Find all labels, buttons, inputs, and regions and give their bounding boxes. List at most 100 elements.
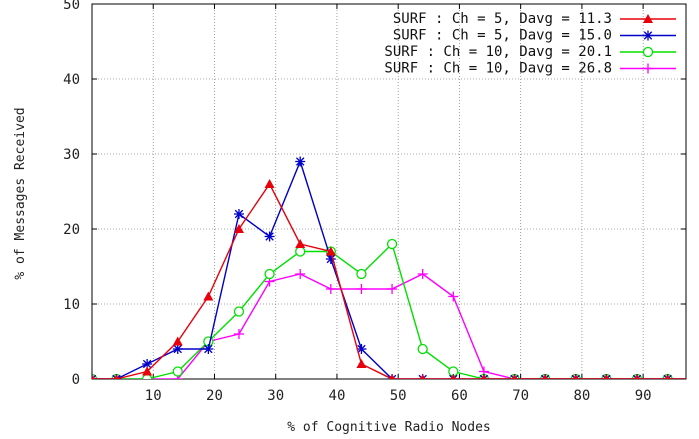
data-point-triangle — [693, 374, 699, 383]
data-point-triangle — [113, 374, 120, 379]
y-tick-label: 20 — [63, 222, 80, 238]
y-axis-label: % of Messages Received — [13, 107, 28, 279]
asterisk-stroke — [574, 374, 580, 379]
asterisk-stroke — [326, 254, 336, 264]
asterisk-stroke — [265, 232, 274, 241]
data-point-triangle — [389, 374, 395, 379]
data-point-circle — [386, 238, 398, 250]
data-point-triangle — [233, 224, 244, 233]
asterisk-stroke — [418, 374, 424, 379]
x-tick-label: 80 — [573, 388, 590, 404]
asterisk-stroke — [694, 375, 699, 383]
asterisk-stroke — [112, 374, 118, 379]
data-point-triangle — [542, 374, 548, 379]
data-point-triangle — [572, 374, 579, 379]
data-point-triangle — [603, 374, 610, 379]
legend-label: SURF : Ch = 5, Davg = 11.3 — [393, 11, 612, 27]
asterisk-stroke — [666, 374, 672, 379]
data-point-triangle — [664, 374, 671, 379]
asterisk-stroke — [92, 374, 97, 379]
legend-item-4: SURF : Ch = 10, Davg = 26.8 — [384, 61, 676, 77]
asterisk-stroke — [391, 374, 397, 379]
legend-item-1: SURF : Ch = 5, Davg = 11.3 — [393, 11, 676, 27]
data-point-triangle — [172, 336, 183, 346]
data-point-circle — [694, 375, 699, 384]
asterisk-stroke — [479, 374, 485, 379]
data-point-asterisk — [264, 231, 275, 242]
asterisk-stroke — [115, 374, 121, 379]
data-point-asterisk — [172, 344, 183, 354]
asterisk-stroke — [510, 374, 516, 379]
data-point-circle — [233, 306, 245, 317]
data-point-circle — [141, 373, 153, 379]
data-point-triangle — [634, 374, 640, 379]
asterisk-stroke — [694, 375, 699, 383]
asterisk-stroke — [513, 374, 519, 379]
data-point-plus — [417, 269, 428, 279]
data-point-plus — [448, 291, 459, 302]
y-tick-label: 0 — [72, 372, 80, 388]
x-tick-label: 50 — [390, 388, 407, 404]
y-tick-label: 30 — [63, 147, 80, 163]
data-point-plus — [356, 284, 367, 294]
data-point-plus — [387, 284, 398, 294]
data-point-asterisk — [295, 156, 306, 167]
asterisk-stroke — [643, 31, 653, 40]
asterisk-stroke — [482, 374, 489, 379]
x-tick-label: 90 — [635, 388, 652, 404]
legend-label: SURF : Ch = 10, Davg = 20.1 — [384, 44, 612, 60]
asterisk-stroke — [540, 374, 547, 379]
data-point-asterisk — [92, 374, 97, 379]
asterisk-stroke — [452, 374, 458, 379]
data-point-plus — [643, 63, 653, 74]
x-tick-label: 60 — [451, 388, 468, 404]
series-line — [92, 273, 686, 379]
data-point-circle — [172, 366, 183, 377]
asterisk-stroke — [636, 374, 642, 379]
y-tick-label: 10 — [63, 297, 80, 313]
legend-item-2: SURF : Ch = 5, Davg = 15.0 — [393, 28, 676, 44]
data-point-circle — [295, 246, 306, 257]
data-point-asterisk — [643, 30, 653, 41]
x-tick-label: 40 — [329, 388, 346, 404]
asterisk-stroke — [204, 344, 213, 354]
series-group — [92, 156, 699, 384]
series-line — [92, 182, 686, 379]
asterisk-stroke — [663, 374, 669, 379]
x-tick-label: 10 — [145, 388, 162, 404]
asterisk-stroke — [605, 374, 611, 379]
data-point-circle — [264, 268, 275, 280]
legend-label: SURF : Ch = 10, Davg = 26.8 — [384, 61, 612, 77]
asterisk-stroke — [571, 374, 577, 379]
data-point-triangle — [356, 359, 367, 368]
x-axis-label: % of Cognitive Radio Nodes — [287, 420, 491, 435]
series-line — [92, 242, 686, 379]
asterisk-stroke — [142, 359, 152, 369]
legend-label: SURF : Ch = 5, Davg = 15.0 — [393, 28, 612, 44]
asterisk-stroke — [173, 344, 182, 354]
y-tick-label: 40 — [63, 72, 80, 88]
asterisk-stroke — [357, 344, 366, 354]
data-point-plus — [295, 269, 306, 279]
data-point-plus — [325, 284, 336, 294]
asterisk-stroke — [544, 374, 550, 379]
data-point-triangle — [325, 246, 336, 256]
data-point-asterisk — [356, 344, 367, 354]
data-point-triangle — [264, 179, 275, 188]
data-point-triangle — [511, 374, 518, 379]
data-point-triangle — [481, 374, 487, 379]
x-tick-label: 30 — [267, 388, 284, 404]
asterisk-stroke — [234, 209, 244, 219]
data-point-plus — [693, 374, 699, 384]
legend-item-3: SURF : Ch = 10, Davg = 20.1 — [384, 44, 676, 60]
data-point-circle — [417, 343, 428, 355]
asterisk-stroke — [387, 374, 393, 379]
data-point-triangle — [142, 366, 153, 376]
data-point-asterisk — [693, 374, 699, 384]
x-tick-label: 20 — [206, 388, 223, 404]
data-point-asterisk — [233, 209, 244, 219]
asterisk-stroke — [421, 374, 427, 379]
